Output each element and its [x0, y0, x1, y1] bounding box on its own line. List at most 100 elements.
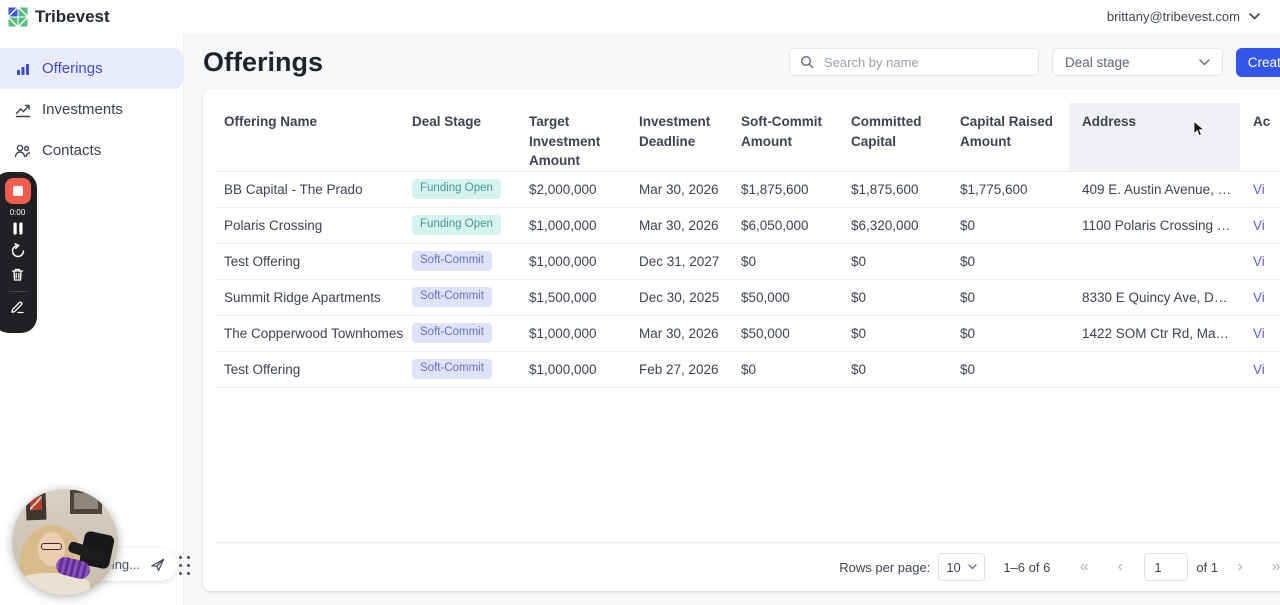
next-page-button[interactable]: ›: [1237, 558, 1243, 575]
offering-name-cell: BB Capital - The Prado: [216, 171, 412, 208]
brand-logo: Tribevest: [8, 7, 110, 27]
drag-handle-icon[interactable]: [179, 556, 192, 577]
sidebar-item-label: Contacts: [42, 142, 102, 159]
offerings-table-card: Offering Name Deal Stage Target Investme…: [203, 89, 1280, 591]
contacts-people-icon: [14, 143, 31, 159]
draw-pen-icon[interactable]: [10, 299, 25, 314]
offering-name-cell: Summit Ridge Apartments: [216, 279, 412, 316]
main-panel: Offerings Deal stage: [184, 33, 1280, 605]
target-cell: $1,000,000: [529, 315, 639, 352]
table-row: Summit Ridge Apartments Soft-Commit $1,5…: [216, 279, 1280, 316]
restart-icon[interactable]: [10, 243, 26, 259]
table-header-row: Offering Name Deal Stage Target Investme…: [216, 103, 1280, 172]
tribevest-logo-icon: [8, 6, 28, 27]
col-committed-capital: Committed Capital: [851, 103, 960, 172]
search-input[interactable]: [822, 53, 1028, 71]
address-cell: 1422 SOM Ctr Rd, Mayfield H...: [1069, 315, 1240, 352]
view-link[interactable]: Vi: [1240, 315, 1280, 352]
stop-recording-button[interactable]: [4, 178, 31, 204]
deal-stage-cell: Soft-Commit: [412, 351, 529, 388]
view-link[interactable]: Vi: [1240, 279, 1280, 316]
table-row: BB Capital - The Prado Funding Open $2,0…: [216, 171, 1280, 208]
search-box[interactable]: [789, 48, 1039, 76]
raised-cell: $1,775,600: [960, 171, 1069, 208]
page-count-label: of 1: [1196, 559, 1218, 575]
target-cell: $1,000,000: [529, 207, 639, 244]
chevron-down-icon: [1199, 58, 1210, 66]
sidebar-item-contacts[interactable]: Contacts: [0, 130, 183, 171]
soft-commit-cell: $1,875,600: [741, 171, 851, 208]
view-link[interactable]: Vi: [1240, 171, 1280, 208]
chevron-down-icon: [968, 564, 978, 570]
address-cell: 8330 E Quincy Ave, Denver, ...: [1069, 279, 1240, 316]
address-cell: [1069, 243, 1240, 280]
table-row: The Copperwood Townhomes Soft-Commit $1,…: [216, 315, 1280, 352]
address-cell: 1100 Polaris Crossing Blvd, ...: [1069, 207, 1240, 244]
raised-cell: $0: [960, 351, 1069, 388]
deal-stage-filter[interactable]: Deal stage: [1052, 48, 1223, 76]
webcam-bubble[interactable]: [12, 489, 118, 595]
first-page-button[interactable]: «: [1079, 558, 1089, 575]
sidebar-item-label: Offerings: [42, 60, 103, 77]
deal-stage-cell: Funding Open: [412, 171, 529, 208]
sidebar-item-investments[interactable]: Investments: [0, 89, 183, 130]
target-cell: $1,500,000: [529, 279, 639, 316]
col-deal-stage: Deal Stage: [412, 103, 529, 172]
topbar: Tribevest brittany@tribevest.com: [0, 0, 1280, 33]
previous-page-button[interactable]: ‹: [1117, 558, 1123, 575]
create-button[interactable]: Create: [1236, 47, 1280, 77]
col-actions: Ac: [1240, 103, 1280, 172]
offering-name-cell: Test Offering: [216, 243, 412, 280]
soft-commit-cell: $6,050,000: [741, 207, 851, 244]
deal-stage-cell: Funding Open: [412, 207, 529, 244]
raised-cell: $0: [960, 207, 1069, 244]
chevron-down-icon: [1249, 13, 1260, 20]
last-page-button[interactable]: »: [1271, 558, 1280, 575]
committed-cell: $0: [851, 243, 960, 280]
send-icon[interactable]: [149, 556, 166, 573]
table-empty-space: [203, 388, 1280, 542]
status-badge: Funding Open: [412, 179, 501, 200]
address-cell: [1069, 351, 1240, 388]
screen-recorder-toolbar: 0:00: [0, 172, 37, 333]
soft-commit-cell: $0: [741, 351, 851, 388]
table-row: Polaris Crossing Funding Open $1,000,000…: [216, 207, 1280, 244]
address-cell: 409 E. Austin Avenue, Round...: [1069, 171, 1240, 208]
pagination-bar: Rows per page: 10 1–6 of 6 « ‹ of 1 › »: [216, 542, 1280, 591]
sidebar-item-offerings[interactable]: Offerings: [0, 48, 183, 89]
sidebar-item-label: Investments: [42, 101, 123, 118]
soft-commit-cell: $50,000: [741, 315, 851, 352]
deadline-cell: Mar 30, 2026: [639, 315, 741, 352]
account-menu[interactable]: brittany@tribevest.com: [1107, 9, 1260, 24]
deadline-cell: Mar 30, 2026: [639, 207, 741, 244]
view-link[interactable]: Vi: [1240, 243, 1280, 280]
page-number-input[interactable]: [1144, 553, 1189, 581]
col-soft-commit: Soft-Commit Amount: [741, 103, 851, 172]
investments-trend-icon: [14, 102, 31, 118]
raised-cell: $0: [960, 279, 1069, 316]
view-link[interactable]: Vi: [1240, 351, 1280, 388]
deadline-cell: Dec 31, 2027: [639, 243, 741, 280]
rows-per-page-value: 10: [946, 559, 961, 575]
divider: [8, 291, 27, 292]
background-poster: [70, 490, 102, 514]
status-badge: Funding Open: [412, 215, 501, 236]
rows-per-page-select[interactable]: 10: [938, 553, 986, 581]
offering-name-cell: Test Offering: [216, 351, 412, 388]
offerings-table: Offering Name Deal Stage Target Investme…: [216, 103, 1280, 388]
page-header: Offerings Deal stage: [203, 44, 1280, 80]
soft-commit-cell: $50,000: [741, 279, 851, 316]
trash-icon[interactable]: [10, 267, 25, 282]
col-address[interactable]: Address: [1069, 103, 1240, 172]
view-link[interactable]: Vi: [1240, 207, 1280, 244]
table-row: Test Offering Soft-Commit $1,000,000 Dec…: [216, 243, 1280, 280]
status-badge: Soft-Commit: [412, 287, 492, 308]
committed-cell: $0: [851, 351, 960, 388]
col-investment-deadline: Investment Deadline: [639, 103, 741, 172]
rows-per-page-label: Rows per page:: [839, 559, 931, 575]
target-cell: $1,000,000: [529, 243, 639, 280]
brand-name: Tribevest: [35, 6, 110, 26]
target-cell: $1,000,000: [529, 351, 639, 388]
pause-icon[interactable]: [12, 222, 24, 235]
